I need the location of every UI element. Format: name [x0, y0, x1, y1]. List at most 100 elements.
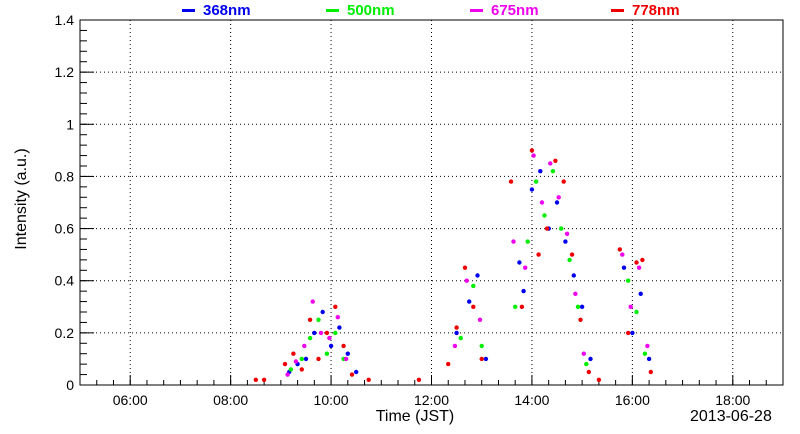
data-point [508, 179, 514, 184]
data-point [621, 265, 627, 270]
data-point [645, 343, 650, 349]
data-point [452, 343, 458, 349]
data-point [328, 343, 334, 349]
data-point [303, 356, 309, 362]
data-point [483, 356, 489, 362]
x-tick-label: 16:00 [615, 392, 650, 408]
data-point [310, 299, 315, 304]
y-tick-label: 0.8 [55, 168, 75, 184]
data-point [477, 317, 483, 322]
data-point [642, 351, 648, 356]
y-tick-label: 0 [66, 377, 74, 393]
y-tick-label: 1 [66, 116, 74, 132]
data-point [288, 367, 294, 372]
data-point [620, 252, 625, 257]
legend-label: 675nm [491, 1, 539, 19]
data-point [596, 377, 602, 382]
data-point [628, 304, 633, 309]
data-point [318, 330, 324, 336]
data-point [324, 351, 330, 356]
data-point [291, 351, 296, 356]
x-tick-label: 14:00 [514, 392, 549, 408]
y-tick-label: 0.4 [55, 273, 75, 289]
data-point [285, 372, 290, 377]
data-point [646, 356, 652, 362]
data-point [578, 317, 583, 322]
data-point [335, 315, 340, 320]
data-point [586, 369, 591, 375]
x-tick-label: 06:00 [113, 392, 148, 408]
data-point [626, 278, 631, 283]
data-point [536, 252, 541, 257]
data-point [513, 304, 518, 309]
data-point [475, 273, 480, 278]
data-point [634, 309, 639, 315]
data-point [293, 359, 299, 364]
data-point [333, 330, 338, 336]
data-point [471, 304, 476, 309]
data-point [302, 343, 307, 349]
axis-ticks [79, 19, 784, 386]
grid-lines [80, 19, 783, 386]
legend-item: 675nm [470, 0, 539, 20]
data-point [458, 335, 463, 341]
data-point [337, 325, 342, 330]
plot-frame [79, 19, 784, 386]
data-point [454, 330, 459, 336]
y-tick-label: 1.4 [55, 12, 75, 28]
data-point [531, 153, 536, 158]
y-tick-label: 0.2 [55, 325, 75, 341]
data-point [454, 325, 459, 330]
x-tick-label: 10:00 [314, 392, 349, 408]
data-point [575, 304, 581, 309]
data-point [345, 351, 350, 356]
data-point [354, 369, 359, 375]
data-point [553, 158, 558, 163]
data-point [567, 257, 572, 263]
data-point [538, 169, 543, 174]
legend-label: 778nm [632, 1, 680, 19]
data-point [320, 309, 325, 315]
data-point [446, 361, 451, 367]
data-point [556, 195, 561, 200]
data-point [316, 356, 321, 362]
data-point [581, 351, 586, 356]
data-point [462, 265, 468, 270]
y-axis-label: Intensity (a.u.) [13, 148, 30, 250]
legend-swatch [611, 8, 624, 12]
data-point [554, 200, 560, 205]
x-tick-label: 12:00 [414, 392, 449, 408]
data-point [479, 356, 484, 362]
data-point [253, 377, 258, 382]
legend-item: 500nm [326, 0, 395, 20]
data-point [634, 260, 639, 265]
data-point [539, 200, 545, 205]
legend-swatch [470, 8, 483, 12]
date-label: 2013-06-28 [690, 408, 772, 425]
data-point [349, 372, 355, 377]
data-point [324, 330, 330, 336]
data-point [573, 291, 578, 296]
data-point [548, 161, 553, 166]
data-point [467, 299, 472, 304]
data-point [630, 330, 635, 336]
data-point [640, 257, 645, 263]
data-point [561, 179, 566, 184]
data-point [564, 231, 570, 236]
data-point [517, 260, 522, 265]
series-675nm [285, 153, 650, 377]
data-point [299, 356, 304, 362]
data-point [416, 377, 422, 382]
data-point [464, 278, 469, 283]
legend-swatch [182, 8, 195, 12]
data-point [307, 317, 313, 322]
data-point [542, 213, 547, 218]
x-tick-label: 18:00 [715, 392, 750, 408]
data-point [529, 148, 535, 153]
legend-label: 500nm [347, 1, 395, 19]
tick-labels: 06:00 08:00 10:00 12:00 14:00 16:00 18:00 0 0.2 0… [55, 12, 751, 408]
data-point [533, 179, 539, 184]
x-axis-label: Time (JST) [375, 408, 455, 425]
data-point [511, 239, 516, 244]
data-point [523, 265, 528, 270]
